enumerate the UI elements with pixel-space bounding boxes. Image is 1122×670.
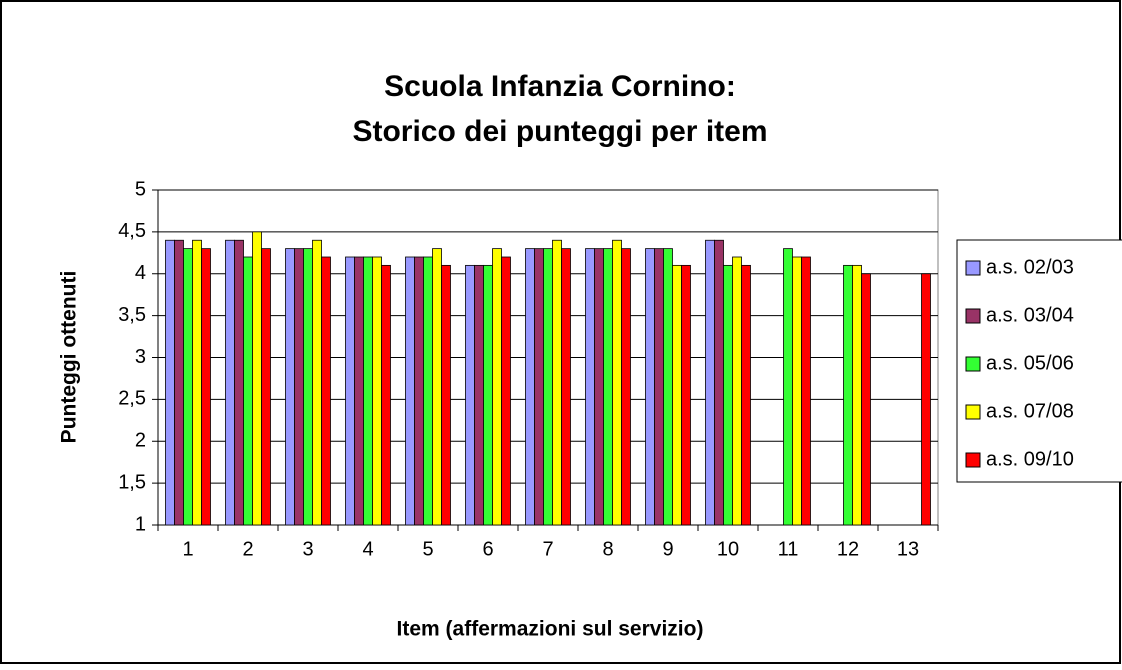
y-tick-label: 1 (135, 513, 146, 535)
bar (474, 264, 484, 526)
x-tick-label: 8 (602, 538, 613, 560)
legend-label: a.s. 07/08 (986, 400, 1074, 422)
chart-title: Storico dei punteggi per item (352, 115, 767, 148)
legend-label: a.s. 03/04 (986, 304, 1074, 326)
bar (783, 248, 793, 526)
y-tick-label: 2 (135, 430, 146, 452)
bar (414, 256, 424, 526)
bar (441, 264, 451, 526)
legend-swatch (965, 404, 981, 420)
legend-swatch (965, 356, 981, 372)
bar (732, 256, 742, 526)
bar (561, 248, 571, 526)
bar (525, 248, 535, 526)
bar (861, 273, 871, 526)
bar (465, 264, 475, 526)
bar (654, 248, 664, 526)
bar (852, 264, 862, 526)
bar (741, 264, 751, 526)
x-tick-label: 4 (362, 538, 373, 560)
bar (285, 248, 295, 526)
bar (381, 264, 391, 526)
y-tick-label: 4,5 (118, 220, 146, 242)
bar (921, 273, 931, 526)
x-tick-label: 12 (837, 538, 859, 560)
bar (621, 248, 631, 526)
bar (612, 239, 622, 526)
legend-label: a.s. 05/06 (986, 352, 1074, 374)
bar (201, 248, 211, 526)
x-axis-label: Item (affermazioni sul servizio) (397, 618, 704, 641)
bar (543, 248, 553, 526)
bar (552, 239, 562, 526)
y-axis-label: Punteggi ottenuti (58, 271, 81, 444)
bar (192, 239, 202, 526)
bar (705, 239, 715, 526)
y-tick-label: 1,5 (118, 471, 146, 493)
bar (714, 239, 724, 526)
y-tick-label: 3,5 (118, 304, 146, 326)
x-tick-label: 3 (302, 538, 313, 560)
bar (294, 248, 304, 526)
legend-swatch (965, 452, 981, 468)
bar (252, 231, 262, 526)
bar (483, 264, 493, 526)
bar (723, 264, 733, 526)
x-tick-label: 1 (182, 538, 193, 560)
y-tick-label: 2,5 (118, 388, 146, 410)
legend-label: a.s. 09/10 (986, 448, 1074, 470)
bar (234, 239, 244, 526)
bar (843, 264, 853, 526)
legend-swatch (965, 260, 981, 276)
bar (801, 256, 811, 526)
bar (534, 248, 544, 526)
bar (225, 239, 235, 526)
x-tick-label: 9 (662, 538, 673, 560)
bar (183, 248, 193, 526)
bar (165, 239, 175, 526)
bar (432, 248, 442, 526)
chart-title: Scuola Infanzia Cornino: (384, 70, 736, 103)
bar (312, 239, 322, 526)
y-tick-label: 4 (135, 262, 146, 284)
bar (423, 256, 433, 526)
bar (372, 256, 382, 526)
bar (243, 256, 253, 526)
bar (585, 248, 595, 526)
bar (501, 256, 511, 526)
y-tick-label: 3 (135, 346, 146, 368)
bar (681, 264, 691, 526)
y-tick-label: 5 (135, 178, 146, 200)
x-tick-label: 13 (897, 538, 919, 560)
x-tick-label: 6 (482, 538, 493, 560)
bar (792, 256, 802, 526)
bar (594, 248, 604, 526)
bar (354, 256, 364, 526)
bar (345, 256, 355, 526)
bar (645, 248, 655, 526)
legend-box (956, 239, 1122, 483)
bar (663, 248, 673, 526)
bar (363, 256, 373, 526)
bar (261, 248, 271, 526)
x-tick-label: 11 (778, 538, 799, 560)
bar (303, 248, 313, 526)
legend-swatch (965, 308, 981, 324)
bar (174, 239, 184, 526)
legend-label: a.s. 02/03 (986, 256, 1074, 278)
x-tick-label: 2 (242, 538, 253, 560)
bar (321, 256, 331, 526)
x-tick-label: 7 (542, 538, 553, 560)
x-tick-label: 5 (422, 538, 433, 560)
bar (492, 248, 502, 526)
x-tick-label: 10 (717, 538, 739, 560)
bar (405, 256, 415, 526)
bar (672, 264, 682, 526)
bar (603, 248, 613, 526)
